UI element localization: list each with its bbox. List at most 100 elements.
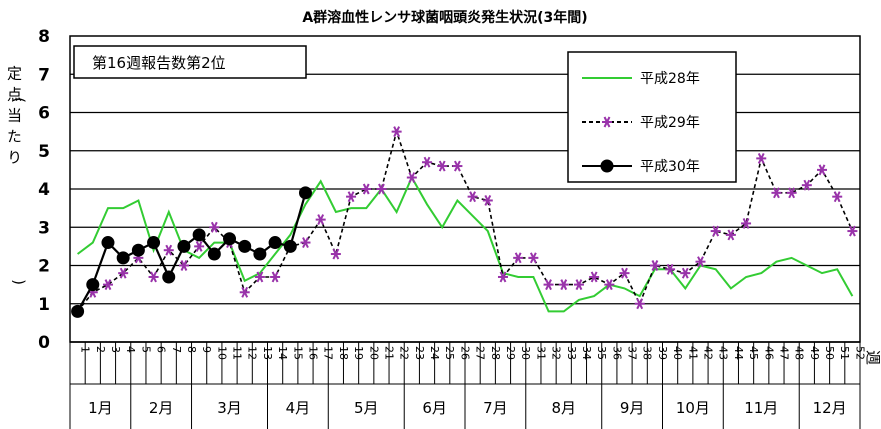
y-axis-label: (定点当たり) — [5, 66, 28, 285]
y-label-paren-open: ( — [10, 97, 28, 103]
legend-entry: 平成30年 — [582, 159, 700, 175]
y-tick-label: 6 — [38, 104, 50, 124]
star-marker-stroke — [469, 191, 476, 203]
data-point — [482, 195, 493, 206]
series-1 — [77, 175, 854, 313]
star-marker-stroke — [712, 225, 720, 237]
star-marker-stroke — [818, 164, 826, 176]
star-marker-stroke — [165, 244, 173, 256]
star-marker-stroke — [636, 298, 644, 310]
star-marker-stroke — [256, 271, 264, 283]
star-marker-stroke — [757, 152, 765, 164]
data-point — [268, 236, 282, 250]
star-marker-stroke — [241, 286, 249, 298]
data-point — [254, 271, 265, 283]
data-point — [452, 160, 463, 172]
legend-entry: 平成28年 — [582, 71, 700, 87]
star-marker-stroke — [697, 256, 704, 268]
star-marker-stroke — [332, 248, 340, 260]
month-label: 7月 — [483, 399, 508, 417]
month-label: 2月 — [149, 399, 174, 417]
star-marker-stroke — [727, 229, 735, 241]
data-point — [847, 225, 858, 237]
data-point — [116, 251, 130, 265]
month-label: 1月 — [88, 399, 113, 417]
data-point — [528, 252, 539, 264]
data-point — [101, 236, 115, 250]
y-tick-label: 0 — [38, 333, 50, 353]
data-point — [163, 244, 174, 256]
star-marker-stroke — [362, 183, 370, 195]
data-point — [467, 191, 478, 203]
data-point — [741, 217, 752, 229]
data-point — [391, 126, 402, 138]
legend-entry: 平成29年 — [582, 115, 700, 131]
star-marker-stroke — [621, 267, 628, 279]
month-label: 5月 — [354, 399, 379, 417]
star-marker-stroke — [484, 195, 492, 206]
star-marker-stroke — [393, 126, 401, 138]
data-point — [756, 152, 767, 164]
star-marker-stroke — [104, 279, 112, 291]
legend-marker — [600, 159, 614, 173]
data-point — [315, 214, 326, 226]
data-point — [361, 183, 372, 195]
y-tick-label: 3 — [38, 218, 50, 238]
star-marker-stroke — [773, 187, 780, 199]
star-marker-stroke — [833, 191, 841, 203]
series-line — [76, 192, 307, 312]
star-marker-stroke — [423, 156, 431, 168]
data-point — [192, 228, 206, 242]
y-tick-label: 2 — [38, 257, 50, 277]
data-point — [771, 187, 782, 199]
data-point — [102, 279, 113, 291]
grid — [69, 35, 861, 343]
data-point — [346, 191, 357, 203]
y-label-paren-close: ) — [10, 279, 28, 285]
series-2 — [72, 126, 858, 317]
y-tick-label: 7 — [38, 65, 50, 85]
star-marker-stroke — [195, 240, 203, 252]
data-point — [177, 239, 191, 253]
x-axis-label: 週 — [864, 350, 881, 365]
star-marker-stroke — [803, 179, 811, 191]
star-marker-stroke — [271, 271, 279, 283]
star-marker-stroke — [605, 279, 613, 291]
month-label: 12月 — [813, 399, 847, 417]
data-point — [619, 267, 630, 279]
month-label: 6月 — [422, 399, 447, 417]
star-marker-stroke — [180, 260, 188, 271]
month-label: 11月 — [744, 399, 778, 417]
data-point — [253, 247, 267, 261]
x-axis: 1234567891011121314151617181920212223242… — [69, 341, 881, 429]
data-point — [148, 271, 159, 283]
data-point — [283, 239, 297, 253]
star-marker-stroke — [603, 116, 611, 128]
data-point — [238, 239, 252, 253]
data-point — [801, 179, 812, 191]
data-point — [298, 186, 312, 200]
legend-label: 平成29年 — [640, 115, 700, 131]
data-point — [497, 271, 508, 283]
data-point — [558, 279, 569, 291]
legend-label: 平成30年 — [640, 159, 700, 175]
star-marker-stroke — [317, 214, 325, 226]
star-marker-stroke — [651, 260, 659, 271]
data-point — [270, 271, 281, 283]
data-point — [725, 229, 736, 241]
data-point — [300, 237, 311, 248]
data-point — [710, 225, 721, 237]
data-point — [665, 263, 676, 275]
star-marker-stroke — [529, 252, 537, 264]
star-marker-stroke — [150, 271, 157, 283]
data-point — [207, 247, 221, 261]
series-line — [76, 128, 854, 312]
month-label: 3月 — [217, 399, 242, 417]
star-marker-stroke — [378, 183, 385, 195]
data-point — [437, 160, 448, 172]
month-label: 10月 — [676, 399, 710, 417]
data-point — [573, 279, 584, 291]
star-marker-stroke — [408, 172, 416, 183]
star-marker-stroke — [210, 221, 218, 233]
